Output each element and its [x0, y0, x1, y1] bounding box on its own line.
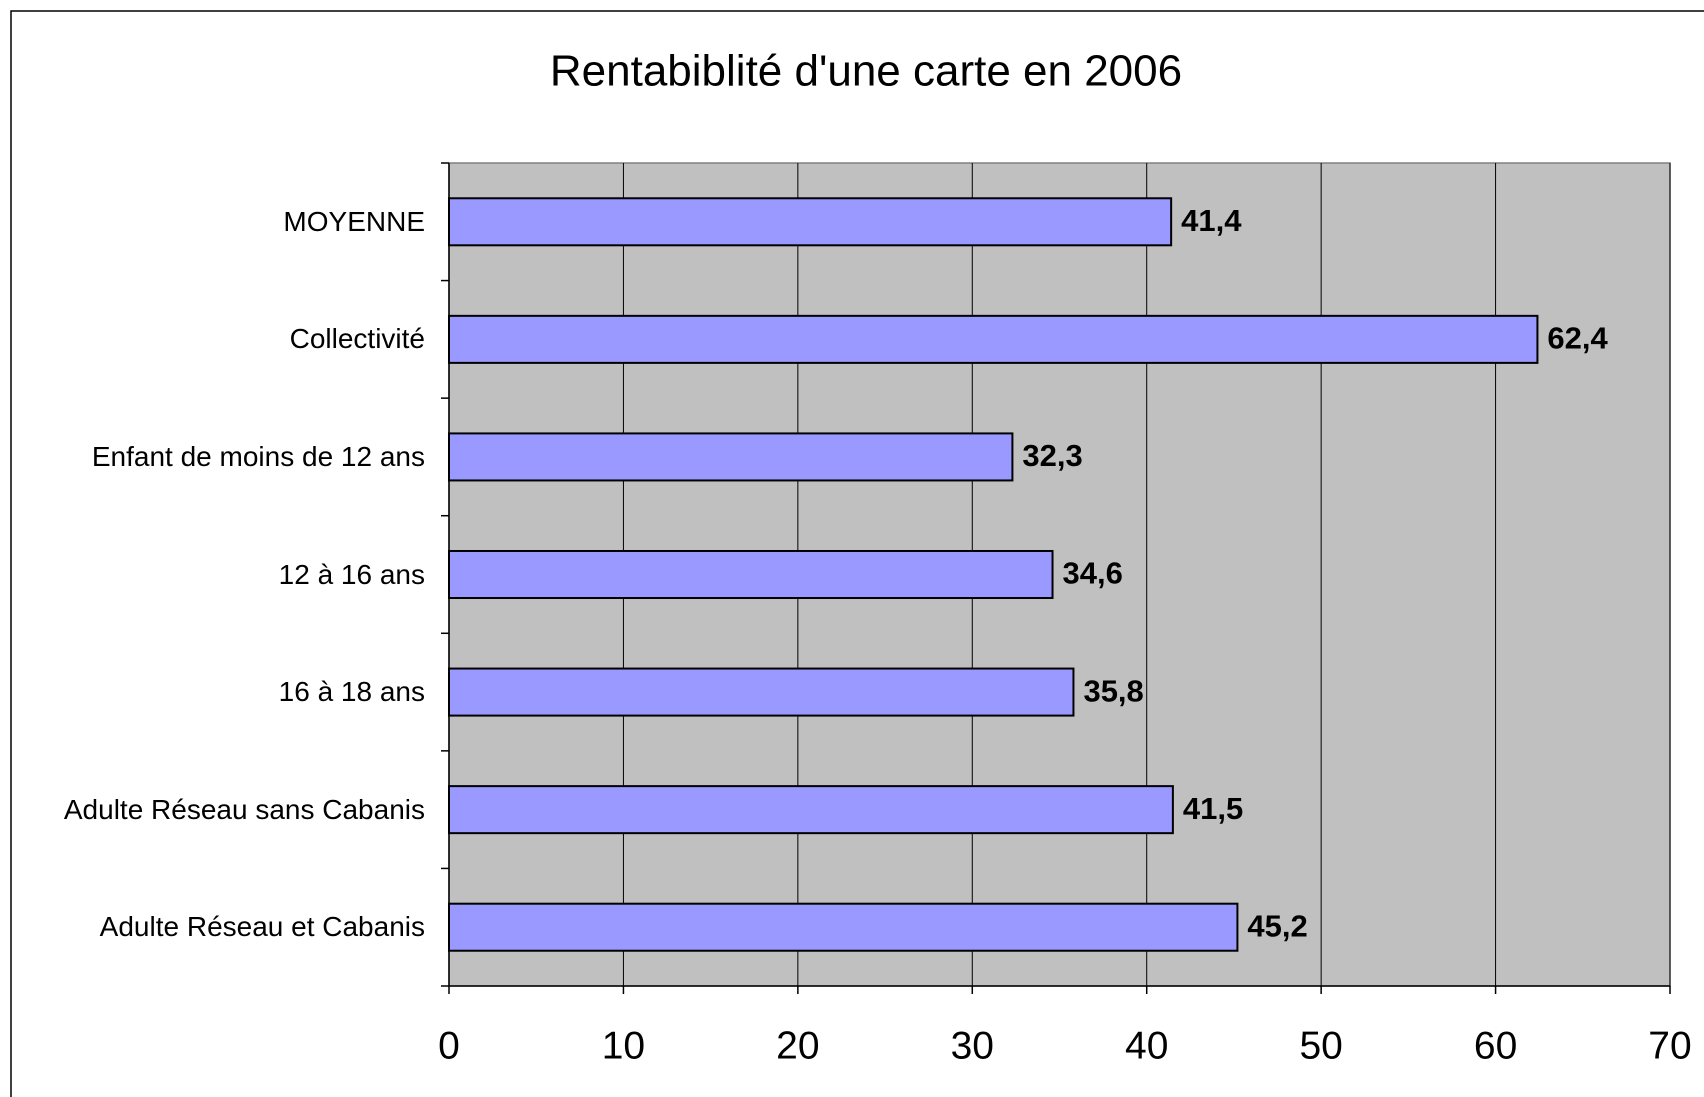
y-tick-label: Adulte Réseau et Cabanis — [99, 911, 425, 943]
x-tick-label: 70 — [1648, 1024, 1691, 1067]
x-tick-label: 60 — [1474, 1024, 1517, 1067]
x-tick-label: 20 — [776, 1024, 819, 1067]
chart-border — [10, 10, 1704, 1097]
y-tick-label: Enfant de moins de 12 ans — [91, 440, 425, 472]
data-label: 62,4 — [1547, 321, 1608, 356]
x-tick-label: 40 — [1125, 1024, 1168, 1067]
bar — [448, 549, 1054, 600]
data-label: 34,6 — [1063, 556, 1123, 591]
bar — [448, 667, 1075, 717]
x-tick-label: 10 — [602, 1024, 645, 1067]
bar — [448, 197, 1173, 247]
bar — [448, 902, 1239, 952]
x-tick-label: 50 — [1299, 1024, 1342, 1067]
bar — [448, 314, 1539, 364]
y-tick-label: MOYENNE — [283, 205, 425, 237]
data-label: 32,3 — [1022, 438, 1082, 473]
data-label: 41,5 — [1183, 791, 1243, 826]
chart-title: Rentabiblité d'une carte en 2006 — [550, 47, 1182, 96]
data-label: 35,8 — [1083, 673, 1143, 708]
y-tick-label: 16 à 18 ans — [278, 676, 425, 708]
data-label: 45,2 — [1247, 908, 1307, 943]
bar — [448, 432, 1014, 482]
x-tick-label: 30 — [951, 1024, 994, 1067]
bar — [448, 785, 1174, 835]
data-label: 41,4 — [1181, 203, 1242, 238]
x-tick-label: 0 — [438, 1024, 460, 1067]
y-tick-label: 12 à 16 ans — [278, 558, 425, 590]
y-tick-label: Adulte Réseau sans Cabanis — [63, 793, 425, 825]
y-tick-label: Collectivité — [289, 323, 425, 355]
